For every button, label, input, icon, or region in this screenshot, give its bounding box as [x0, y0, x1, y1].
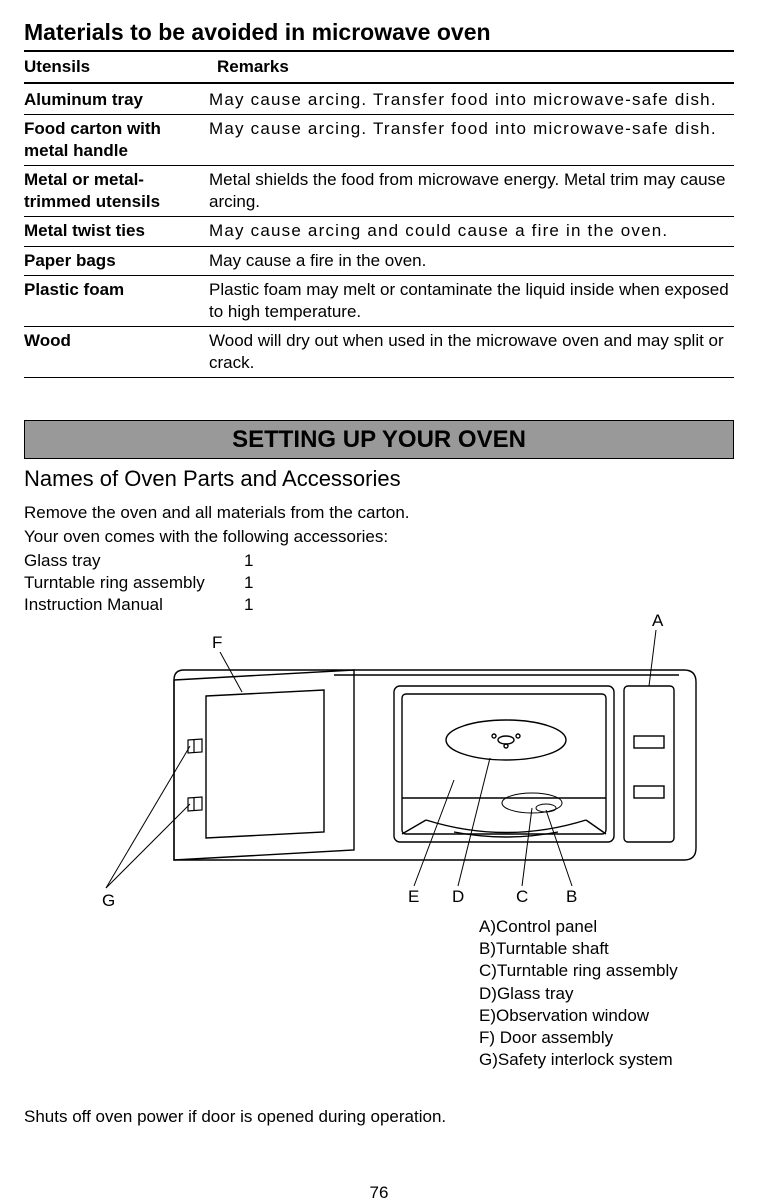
legend-line: E)Observation window: [479, 1005, 678, 1027]
legend-line: C)Turntable ring assembly: [479, 960, 678, 982]
svg-text:G: G: [102, 891, 115, 910]
svg-text:A: A: [652, 611, 664, 630]
utensil-cell: Plastic foam: [24, 275, 209, 326]
divider: [24, 82, 734, 84]
materials-table: Utensils Remarks: [24, 54, 734, 80]
intro-line-2: Your oven comes with the following acces…: [24, 526, 734, 548]
remarks-cell: May cause a fire in the oven.: [209, 246, 734, 275]
table-row: WoodWood will dry out when used in the m…: [24, 326, 734, 377]
page-number: 76: [24, 1182, 734, 1204]
table-row: Metal twist tiesMay cause arcing and cou…: [24, 217, 734, 246]
svg-text:D: D: [452, 887, 464, 906]
svg-text:E: E: [408, 887, 419, 906]
table-row: Aluminum trayMay cause arcing. Transfer …: [24, 86, 734, 115]
intro-line-1: Remove the oven and all materials from t…: [24, 502, 734, 524]
legend-line: B)Turntable shaft: [479, 938, 678, 960]
col-header-remarks: Remarks: [209, 54, 734, 80]
table-row: Paper bagsMay cause a fire in the oven.: [24, 246, 734, 275]
utensil-cell: Aluminum tray: [24, 86, 209, 115]
utensil-cell: Wood: [24, 326, 209, 377]
oven-diagram: A F G E D C B A)Control panelB)Turntable…: [24, 616, 734, 956]
table-row: Plastic foamPlastic foam may melt or con…: [24, 275, 734, 326]
remarks-cell: May cause arcing and could cause a fire …: [209, 217, 734, 246]
table-row: Food carton with metal handleMay cause a…: [24, 115, 734, 166]
remarks-cell: Metal shields the food from microwave en…: [209, 166, 734, 217]
accessory-row: Glass tray1: [24, 550, 734, 572]
remarks-cell: Plastic foam may melt or contaminate the…: [209, 275, 734, 326]
utensil-cell: Metal twist ties: [24, 217, 209, 246]
legend-line: A)Control panel: [479, 916, 678, 938]
col-header-utensils: Utensils: [24, 54, 209, 80]
subheading: Names of Oven Parts and Accessories: [24, 465, 734, 494]
materials-table-body: Aluminum trayMay cause arcing. Transfer …: [24, 86, 734, 378]
accessory-qty: 1: [244, 550, 253, 572]
legend-line: F) Door assembly: [479, 1027, 678, 1049]
remarks-cell: May cause arcing. Transfer food into mic…: [209, 115, 734, 166]
utensil-cell: Metal or metal-trimmed utensils: [24, 166, 209, 217]
table-row: Metal or metal-trimmed utensilsMetal shi…: [24, 166, 734, 217]
section-banner: SETTING UP YOUR OVEN: [24, 420, 734, 459]
parts-legend: A)Control panelB)Turntable shaftC)Turnta…: [479, 916, 678, 1071]
legend-line: D)Glass tray: [479, 983, 678, 1005]
svg-text:F: F: [212, 633, 222, 652]
materials-title: Materials to be avoided in microwave ove…: [24, 18, 734, 48]
svg-text:C: C: [516, 887, 528, 906]
svg-text:B: B: [566, 887, 577, 906]
utensil-cell: Paper bags: [24, 246, 209, 275]
utensil-cell: Food carton with metal handle: [24, 115, 209, 166]
divider: [24, 50, 734, 52]
accessory-name: Glass tray: [24, 550, 244, 572]
legend-line: G)Safety interlock system: [479, 1049, 678, 1071]
remarks-cell: May cause arcing. Transfer food into mic…: [209, 86, 734, 115]
remarks-cell: Wood will dry out when used in the micro…: [209, 326, 734, 377]
shutoff-note: Shuts off oven power if door is opened d…: [24, 1106, 734, 1128]
